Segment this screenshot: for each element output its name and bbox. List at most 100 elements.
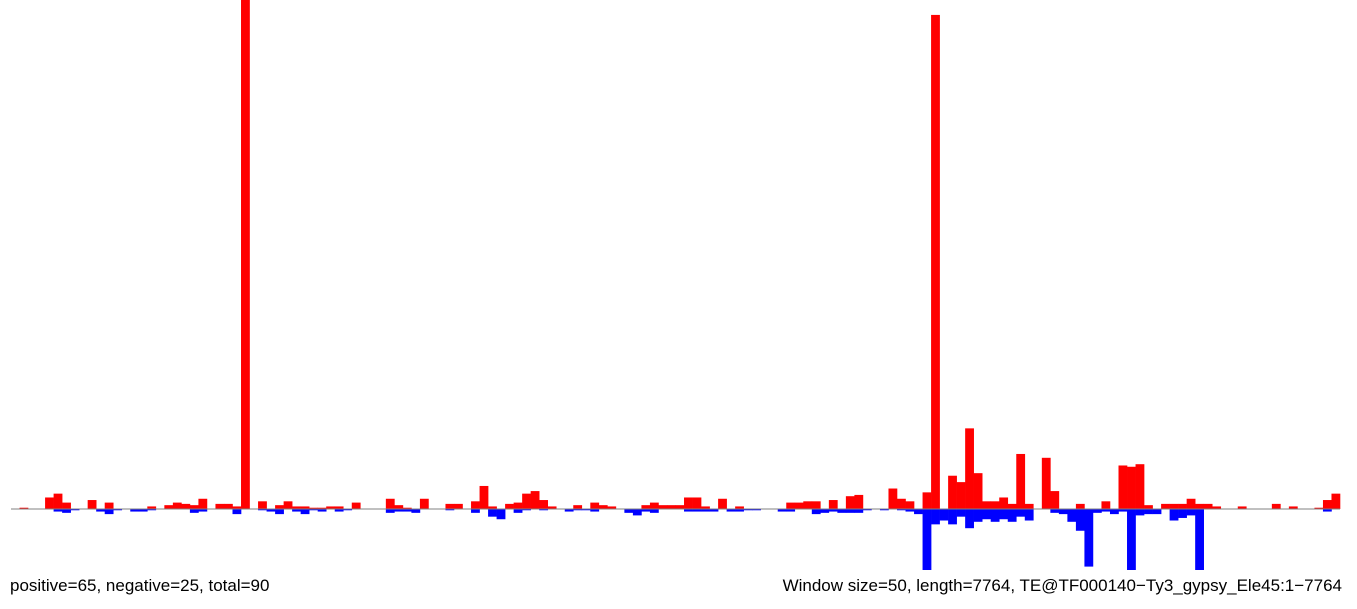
negative-bar-53 [837, 509, 847, 513]
negative-bar-76 [1067, 509, 1077, 522]
positive-bar-18 [283, 501, 293, 509]
positive-bar-88 [1186, 498, 1196, 509]
negative-bar-61 [922, 509, 932, 570]
negative-bar-19 [334, 509, 344, 512]
positive-bar-89 [1195, 503, 1204, 509]
negative-bar-33 [573, 509, 583, 511]
negative-bar-9 [189, 509, 199, 513]
negative-bar-12 [258, 509, 267, 511]
positive-bar-14 [232, 506, 242, 509]
positive-bar-58 [811, 501, 821, 509]
negative-bar-63 [939, 509, 949, 521]
positive-bar-37 [522, 493, 531, 509]
positive-bar-87 [1178, 503, 1187, 509]
positive-bar-54 [735, 506, 744, 509]
negative-bar-51 [820, 509, 830, 513]
negative-bar-60 [914, 509, 923, 515]
positive-bar-45 [641, 505, 651, 509]
positive-bar-52 [701, 506, 710, 509]
positive-bar-0 [19, 507, 29, 509]
positive-bar-65 [922, 492, 932, 509]
negative-bar-90 [1195, 509, 1204, 570]
positive-bar-9 [181, 503, 191, 509]
positive-bar-71 [982, 501, 992, 509]
positive-bar-8 [172, 502, 182, 509]
negative-bar-45 [735, 509, 744, 512]
positive-bar-10 [189, 505, 199, 509]
negative-bar-83 [1127, 509, 1136, 570]
positive-bar-5 [104, 502, 114, 509]
positive-bar-84 [1144, 505, 1153, 509]
negative-bar-79 [1092, 509, 1102, 513]
positive-bar-46 [649, 502, 659, 509]
negative-bar-11 [232, 509, 242, 515]
positive-bar-53 [718, 498, 727, 509]
negative-bar-44 [726, 509, 736, 512]
positive-bar-33 [479, 485, 489, 509]
positive-bar-32 [471, 501, 480, 509]
negative-bar-8 [147, 509, 157, 511]
positive-bar-40 [547, 506, 557, 509]
positive-bar-68 [956, 482, 966, 509]
positive-bar-55 [786, 502, 796, 509]
negative-bar-37 [632, 509, 642, 516]
positive-bar-20 [300, 506, 310, 509]
negative-bar-17 [309, 509, 318, 511]
positive-bar-22 [317, 507, 327, 509]
negative-bar-54 [845, 509, 855, 513]
positive-bar-72 [990, 501, 1000, 509]
negative-bar-35 [590, 509, 600, 512]
positive-bar-50 [684, 497, 693, 509]
negative-bar-2 [70, 509, 80, 511]
positive-bar-34 [488, 506, 497, 509]
positive-bar-59 [828, 500, 838, 509]
positive-bar-73 [999, 497, 1009, 509]
positive-bar-80 [1101, 501, 1111, 509]
positive-bar-61 [854, 494, 864, 509]
positive-bar-11 [198, 498, 208, 509]
negative-bar-18 [317, 509, 327, 512]
negative-bar-26 [471, 509, 480, 513]
negative-bar-66 [965, 509, 974, 529]
positive-bar-13 [223, 503, 233, 509]
positive-bar-3 [62, 502, 71, 509]
negative-bar-5 [113, 509, 123, 511]
negative-bar-47 [752, 509, 761, 511]
negative-bar-88 [1178, 509, 1187, 518]
positive-bar-42 [590, 502, 600, 509]
positive-bar-94 [1288, 506, 1298, 509]
positive-bar-43 [598, 505, 608, 509]
positive-bar-26 [385, 498, 395, 509]
negative-bar-39 [649, 509, 659, 513]
negative-bar-56 [862, 509, 872, 511]
negative-bar-0 [53, 509, 63, 512]
positive-bar-67 [948, 475, 957, 509]
negative-bar-20 [343, 509, 353, 511]
negative-bar-4 [104, 509, 114, 515]
positive-bar-21 [309, 507, 318, 509]
negative-bar-72 [1016, 509, 1026, 517]
positive-bar-2 [53, 493, 63, 509]
negative-bar-91 [1322, 509, 1332, 512]
positive-bar-93 [1271, 503, 1281, 509]
negative-bar-16 [300, 509, 310, 515]
positive-bar-83 [1135, 464, 1145, 509]
negative-bar-28 [496, 509, 506, 520]
negative-bar-1 [62, 509, 71, 513]
negative-bar-13 [266, 509, 276, 512]
positive-bar-82 [1127, 466, 1136, 509]
positive-bar-70 [973, 473, 983, 509]
positive-bar-27 [394, 505, 404, 509]
negative-bar-89 [1186, 509, 1196, 516]
positive-bar-35 [505, 503, 514, 509]
negative-bar-31 [539, 509, 549, 511]
negative-bar-38 [641, 509, 651, 512]
negative-bar-6 [130, 509, 140, 512]
positive-bar-90 [1203, 503, 1213, 509]
positive-bar-69 [965, 428, 974, 509]
negative-bar-24 [411, 509, 421, 513]
positive-bars [19, 0, 1341, 509]
negative-bar-30 [522, 509, 531, 511]
positive-bar-7 [164, 505, 174, 509]
positive-bar-31 [454, 503, 463, 509]
